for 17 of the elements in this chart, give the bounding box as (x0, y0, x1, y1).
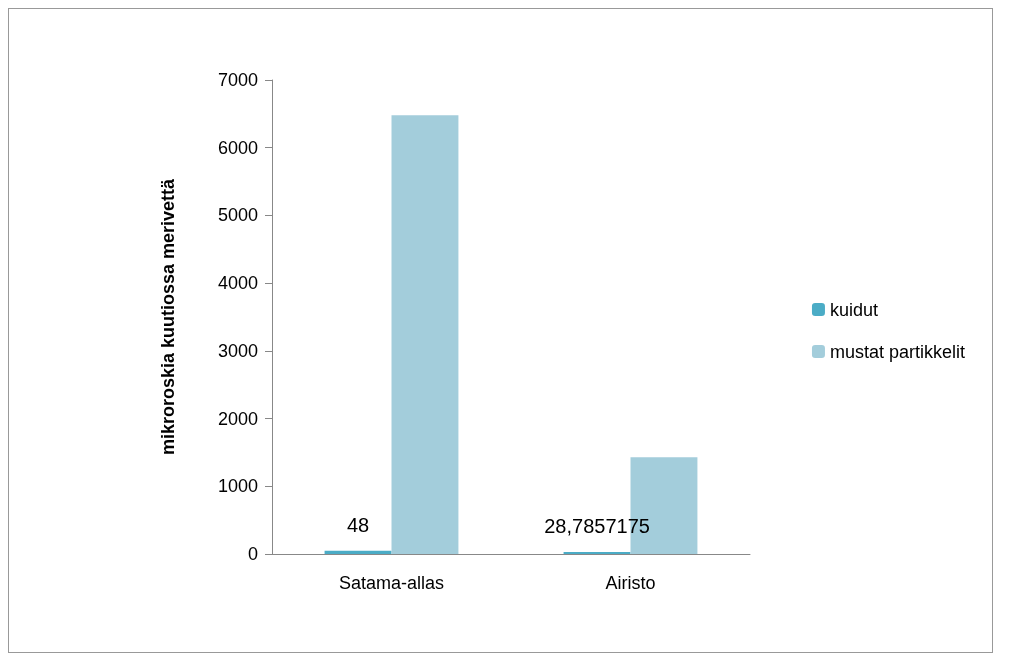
legend-label: kuidut (829, 299, 878, 320)
y-tick-label: 5000 (217, 205, 258, 226)
y-tick-label: 2000 (217, 408, 258, 429)
y-tick-label: 0 (247, 544, 258, 564)
y-axis-title: mikroroskia kuutiossa merivettä (158, 177, 178, 456)
data-label: 28,7857175 (544, 515, 650, 538)
y-tick-label: 4000 (217, 273, 258, 294)
data-label: 48 (346, 513, 370, 536)
y-tick-label: 1000 (217, 476, 258, 497)
y-tick-label: 6000 (217, 137, 258, 158)
bar (391, 115, 459, 554)
y-tick-label: 3000 (217, 340, 258, 361)
legend-label: mustat partikkelit (829, 341, 965, 362)
x-tick-label: Satama-allas (338, 573, 445, 593)
y-tick-label: 7000 (217, 70, 258, 90)
bar (324, 550, 392, 554)
x-tick-label: Airisto (605, 573, 656, 593)
